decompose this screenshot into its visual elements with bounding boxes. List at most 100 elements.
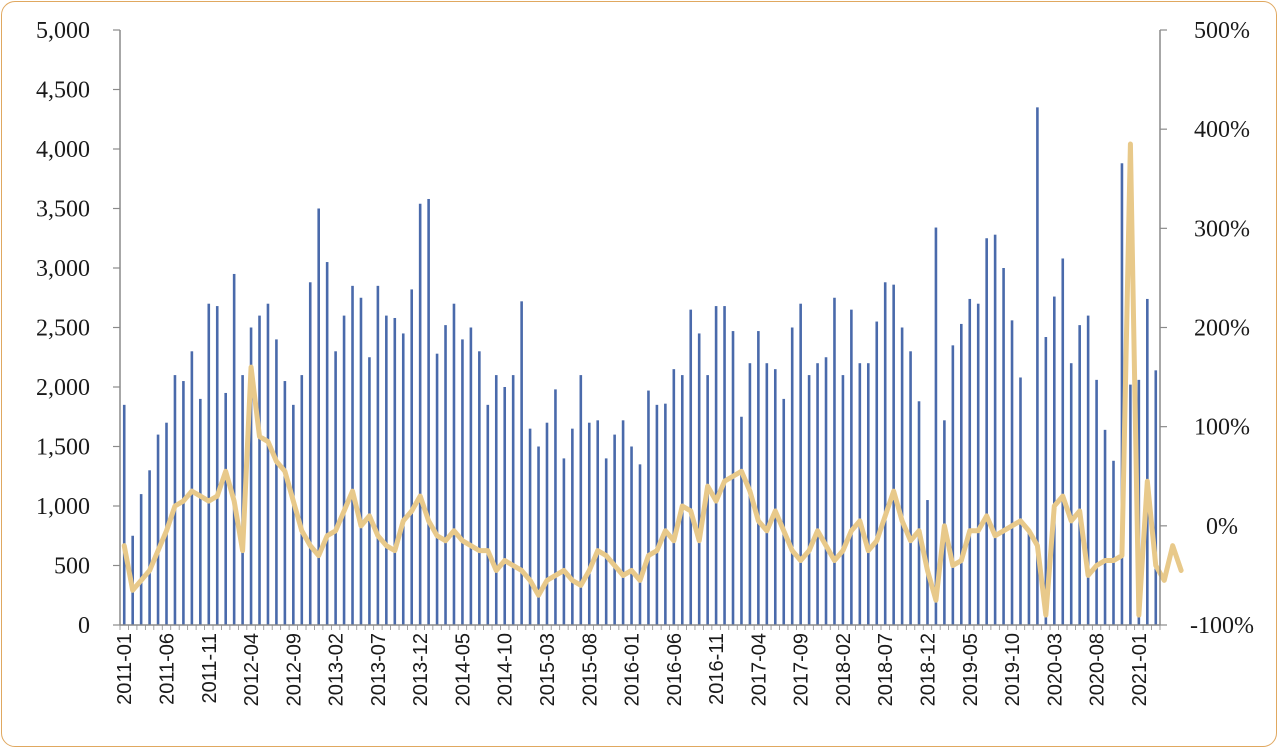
- bar: [850, 309, 853, 625]
- bar: [215, 306, 219, 625]
- bar: [697, 333, 701, 625]
- bar: [782, 398, 786, 625]
- x-tick-label: 2014-10: [495, 633, 517, 706]
- bar: [410, 289, 414, 625]
- bar: [1069, 363, 1073, 625]
- bar: [968, 298, 972, 625]
- bar: [376, 285, 380, 625]
- bar: [714, 306, 718, 625]
- bar-series: [122, 107, 1158, 626]
- y-tick-label: 500: [54, 554, 90, 580]
- bar: [494, 375, 498, 625]
- bar: [613, 434, 616, 625]
- bar: [807, 375, 811, 625]
- bar: [427, 198, 430, 626]
- bar: [452, 303, 456, 625]
- x-tick-label: 2018-02: [833, 633, 855, 706]
- x-tick-label: 2013-07: [368, 633, 390, 706]
- bar: [528, 428, 532, 625]
- bar: [207, 303, 211, 625]
- x-tick-label: 2018-12: [917, 633, 939, 706]
- bar: [723, 306, 726, 625]
- x-tick-label: 2021-01: [1129, 633, 1151, 706]
- bar: [1095, 379, 1098, 625]
- x-tick-label: 2017-09: [791, 633, 813, 706]
- bar: [461, 339, 464, 625]
- x-tick-label: 2016-11: [706, 633, 728, 705]
- x-tick-label: 2011-01: [114, 633, 136, 705]
- bar: [892, 284, 895, 625]
- bar: [545, 422, 549, 625]
- bar: [232, 273, 236, 625]
- y-tick-label: 2,500: [36, 316, 90, 342]
- y-tick-label: 4,500: [36, 78, 90, 104]
- bar: [435, 353, 439, 625]
- y2-tick-label: 200%: [1194, 316, 1250, 342]
- bar: [190, 351, 194, 625]
- bar: [1019, 377, 1022, 625]
- x-tick-label: 2011-11: [199, 633, 221, 703]
- y2-tick-label: 300%: [1194, 216, 1250, 242]
- x-tick-label: 2011-06: [157, 633, 179, 705]
- bar: [325, 262, 329, 625]
- bar: [647, 390, 650, 625]
- x-tick-label: 2020-08: [1087, 633, 1109, 706]
- x-tick-label: 2017-04: [748, 633, 770, 706]
- x-tick-label: 2013-02: [326, 633, 348, 706]
- bar: [351, 285, 354, 625]
- y-tick-label: 1,500: [36, 435, 90, 461]
- bar: [1146, 298, 1149, 625]
- bar: [469, 327, 473, 625]
- bar: [148, 470, 151, 625]
- bar: [249, 327, 253, 625]
- bar: [621, 420, 625, 625]
- bar: [1061, 258, 1065, 625]
- bar: [985, 238, 988, 625]
- bar: [587, 422, 591, 625]
- bar: [139, 494, 143, 625]
- bar: [951, 345, 955, 625]
- x-tick-label: 2012-04: [241, 633, 263, 706]
- bar: [1010, 320, 1014, 625]
- bar: [858, 363, 862, 625]
- bar: [866, 363, 870, 625]
- bar: [680, 375, 684, 625]
- bar: [511, 375, 515, 625]
- bar: [317, 208, 320, 625]
- x-tick-label: 2019-05: [960, 633, 982, 706]
- bar: [334, 351, 337, 625]
- bar: [883, 282, 887, 625]
- bar: [224, 392, 227, 625]
- bar: [444, 325, 447, 625]
- x-tick-label: 2015-03: [537, 633, 559, 706]
- bar: [359, 297, 363, 625]
- bar: [122, 404, 126, 625]
- x-tick-label: 2015-08: [579, 633, 601, 706]
- bar: [1053, 296, 1056, 625]
- bar: [799, 303, 802, 625]
- bar: [960, 323, 963, 625]
- growth-line: [121, 141, 1184, 618]
- bar: [292, 404, 295, 625]
- bar: [258, 315, 261, 625]
- bar: [816, 363, 819, 625]
- bar: [604, 458, 608, 625]
- bar: [773, 369, 777, 625]
- x-tick-label: 2014-05: [452, 633, 474, 706]
- y-tick-label: 2,000: [36, 375, 90, 401]
- bar: [596, 420, 600, 625]
- bar: [503, 387, 507, 625]
- bar: [266, 303, 270, 625]
- bar: [824, 357, 828, 625]
- bar: [300, 375, 304, 625]
- y2-tick-label: 400%: [1194, 117, 1250, 143]
- bar: [579, 375, 583, 625]
- bar: [385, 315, 388, 625]
- bar: [833, 297, 836, 625]
- bar: [1112, 460, 1115, 625]
- bar: [478, 351, 481, 625]
- bar: [537, 446, 540, 625]
- bar: [1129, 384, 1132, 625]
- bar: [664, 403, 667, 625]
